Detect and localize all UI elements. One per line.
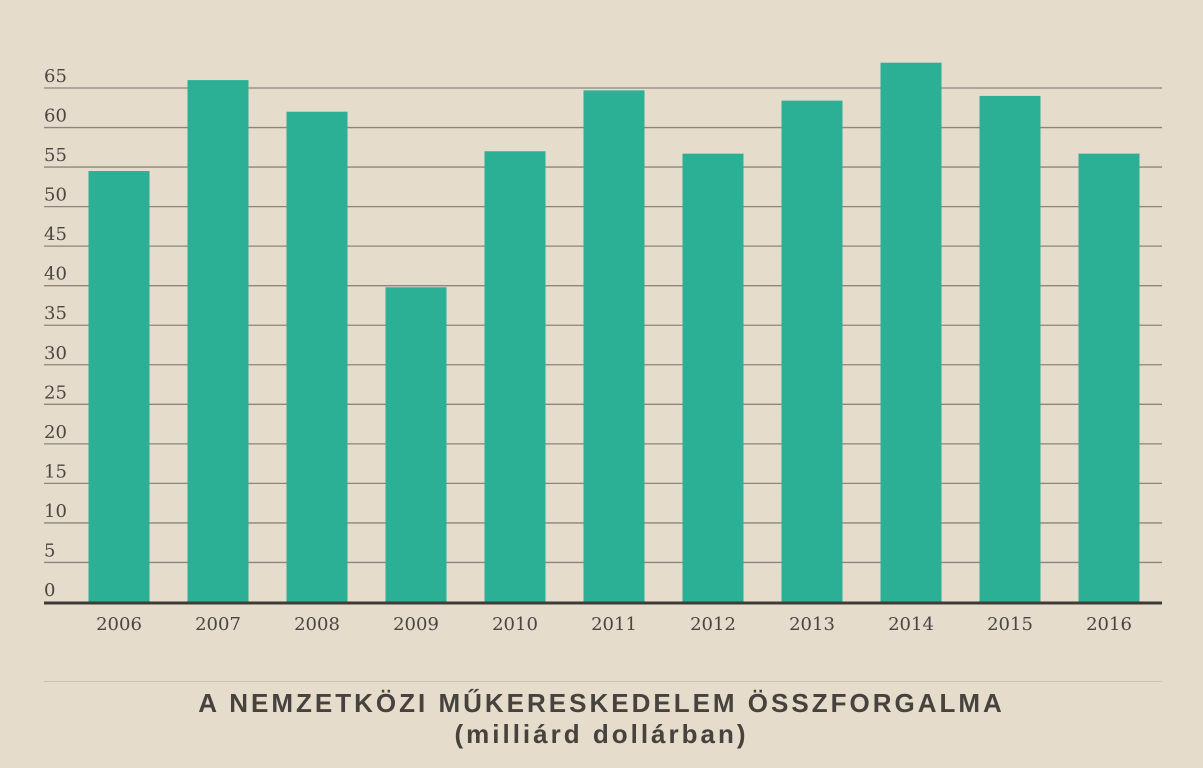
bar-2014: [880, 62, 942, 603]
bar-2013: [781, 100, 843, 602]
bar-2007: [187, 80, 249, 603]
y-tick-label: 5: [44, 540, 55, 561]
x-tick-label: 2015: [987, 614, 1033, 635]
x-tick-label: 2016: [1086, 614, 1132, 635]
x-tick-label: 2007: [195, 614, 241, 635]
y-tick-label: 40: [44, 264, 67, 285]
bar-2011: [583, 90, 645, 602]
y-tick-label: 60: [44, 106, 67, 127]
x-tick-label: 2011: [591, 614, 637, 635]
y-tick-label: 50: [44, 185, 67, 206]
x-tick-label: 2008: [294, 614, 340, 635]
y-tick-label: 55: [44, 145, 67, 166]
y-tick-label: 45: [44, 224, 67, 245]
y-tick-label: 20: [44, 422, 67, 443]
y-tick-label: 25: [44, 382, 67, 403]
y-tick-label: 15: [44, 461, 67, 482]
x-tick-label: 2010: [492, 614, 538, 635]
bar-2008: [286, 111, 348, 602]
title-separator: [44, 681, 1162, 682]
x-tick-label: 2009: [393, 614, 439, 635]
x-tick-label: 2012: [690, 614, 736, 635]
x-tick-label: 2014: [888, 614, 934, 635]
bar-2006: [88, 171, 150, 602]
bar-2010: [484, 151, 546, 602]
y-axis-ticks: 0 5 10 15 20 25 30 35 40 45 50 55 60 65: [44, 66, 67, 601]
bars: [88, 62, 1140, 603]
bar-2015: [979, 95, 1041, 603]
x-axis-labels: 2006 2007 2008 2009 2010 2011 2012 2013 2014 2015…: [96, 614, 1132, 635]
chart-subtitle: (milliárd dollárban): [454, 719, 749, 749]
bar-2012: [682, 153, 744, 602]
bar-2016: [1078, 153, 1140, 602]
y-tick-label: 10: [44, 501, 67, 522]
x-tick-label: 2013: [789, 614, 835, 635]
y-tick-label: 65: [44, 66, 67, 87]
y-tick-label: 30: [44, 343, 67, 364]
y-tick-label: 0: [44, 580, 55, 601]
y-tick-label: 35: [44, 303, 67, 324]
chart-title: A NEMZETKÖZI MŰKERESKEDELEM ÖSSZFORGALMA: [198, 688, 1005, 718]
bar-2009: [385, 287, 447, 602]
x-tick-label: 2006: [96, 614, 142, 635]
